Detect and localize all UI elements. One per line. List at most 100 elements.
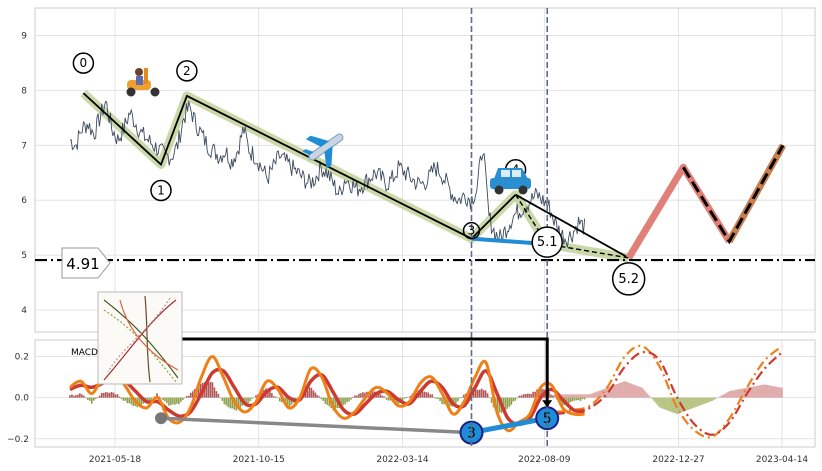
histogram-bar: [148, 397, 150, 403]
histogram-bar: [84, 397, 87, 399]
histogram-bar: [322, 397, 325, 401]
histogram-bar: [712, 397, 715, 400]
histogram-bar: [106, 392, 109, 398]
histogram-bar: [623, 381, 626, 398]
histogram-bar: [255, 395, 257, 398]
histogram-bar: [168, 397, 170, 406]
histogram-bar: [732, 390, 735, 398]
y-tick-label: 9: [21, 31, 27, 41]
histogram-bar: [706, 397, 709, 403]
histogram-bar: [777, 387, 780, 398]
histogram-bar: [344, 397, 346, 405]
histogram-bar: [589, 394, 592, 398]
histogram-bar: [646, 393, 649, 398]
histogram-bar: [166, 397, 168, 404]
histogram-bar: [441, 397, 443, 405]
histogram-bar: [609, 386, 611, 398]
histogram-bar: [622, 381, 624, 398]
price-panel-frame: [34, 7, 816, 333]
histogram-bar: [482, 390, 485, 398]
pattern-point-circle: [531, 226, 563, 258]
histogram-bar: [79, 393, 81, 398]
histogram-bar: [316, 395, 319, 398]
histogram-bar: [431, 394, 433, 398]
histogram-bar: [114, 394, 117, 398]
histogram-bar: [164, 397, 166, 402]
pattern-point-label: 5.2: [618, 272, 639, 287]
y-tick-label: 5: [21, 251, 27, 261]
histogram-bar: [584, 394, 587, 398]
histogram-bar: [116, 394, 119, 398]
histogram-bar: [170, 397, 172, 406]
pattern-point-label: 3: [468, 224, 476, 238]
histogram-bar: [276, 397, 279, 399]
macd-projection-line: [554, 344, 783, 439]
histogram-bar: [516, 397, 519, 399]
histogram-bar: [725, 392, 728, 398]
histogram-bar: [677, 397, 680, 414]
histogram-bar: [581, 394, 584, 398]
histogram-bar: [215, 391, 218, 398]
histogram-bar: [583, 394, 585, 398]
histogram-bar: [110, 392, 113, 398]
histogram-bar: [381, 395, 384, 398]
histogram-bar: [578, 394, 581, 398]
histogram-bar: [667, 397, 670, 411]
histogram-bar: [560, 397, 562, 403]
histogram-bar: [570, 394, 572, 398]
x-tick-label: 2022-12-27: [652, 455, 704, 465]
histogram-bar: [604, 388, 607, 398]
histogram-bar: [628, 382, 631, 398]
histogram-bar: [512, 397, 515, 402]
histogram-bar: [781, 387, 783, 398]
histogram-bar: [769, 385, 772, 398]
histogram-bar: [387, 397, 390, 401]
histogram-bar: [567, 397, 570, 404]
histogram-bar: [618, 383, 621, 398]
histogram-bar: [751, 386, 754, 398]
histogram-bar: [670, 397, 673, 413]
histogram-bar: [704, 397, 707, 404]
histogram-bar: [571, 394, 574, 398]
macd-legend: MACD (12,26: [71, 291, 183, 385]
histogram-bar: [152, 397, 154, 399]
histogram-bar: [695, 397, 697, 407]
histogram-bar: [427, 392, 430, 398]
x-tick-label: 2021-10-15: [233, 455, 285, 465]
signal-series-line: [69, 367, 585, 427]
histogram-bar: [403, 397, 406, 399]
histogram-bar: [656, 397, 658, 405]
histogram-bar: [377, 392, 380, 398]
blue-divergence-line: [471, 415, 548, 436]
histogram-bar: [108, 392, 111, 398]
histogram-bar: [532, 391, 534, 398]
histogram-bar: [657, 397, 660, 407]
histogram-bar: [635, 385, 637, 398]
histogram-bar: [743, 388, 746, 398]
histogram-bar: [526, 393, 528, 398]
histogram-bar: [730, 390, 733, 398]
histogram-bar: [393, 397, 396, 401]
histogram-bar: [685, 397, 688, 411]
histogram-bar: [146, 397, 148, 403]
histogram-bar: [669, 397, 671, 412]
histogram-bar: [421, 390, 424, 398]
histogram-bar: [514, 397, 517, 401]
histogram-bar: [229, 397, 232, 409]
histogram-bar: [334, 397, 336, 410]
histogram-bar: [573, 397, 576, 401]
histogram-bar: [654, 397, 657, 403]
histogram-bar: [223, 397, 226, 405]
histogram-bar: [132, 397, 135, 406]
histogram-bar: [569, 397, 572, 403]
histogram-bar: [729, 390, 731, 398]
histogram-bar: [737, 389, 740, 398]
histogram-bar: [472, 389, 475, 398]
histogram-bar: [245, 397, 247, 404]
histogram-bar: [118, 396, 121, 398]
histogram-bar: [772, 386, 775, 398]
histogram-bar: [672, 397, 675, 413]
histogram-bar: [553, 394, 556, 398]
histogram-bar: [665, 397, 668, 411]
